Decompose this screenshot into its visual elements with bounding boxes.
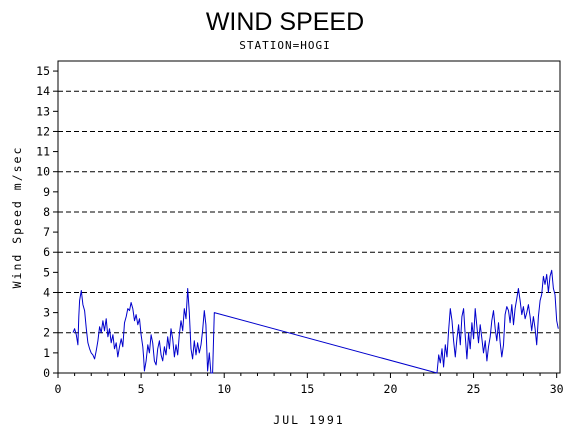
x-tick-label-25: 25 (467, 382, 481, 396)
y-tick-label-7: 7 (43, 225, 50, 239)
x-tick-label-0: 0 (55, 382, 62, 396)
chart-title: WIND SPEED (206, 8, 364, 36)
y-tick-label-5: 5 (43, 265, 50, 279)
x-tick-label-30: 30 (550, 382, 564, 396)
y-tick-label-9: 9 (43, 185, 50, 199)
y-tick-label-6: 6 (43, 245, 50, 259)
x-tick-label-10: 10 (217, 382, 231, 396)
x-axis-label: JUL 1991 (273, 413, 344, 427)
y-tick-label-13: 13 (36, 104, 50, 118)
x-tick-label-15: 15 (300, 382, 314, 396)
x-axis: 0 5 10 15 20 25 30 (55, 373, 564, 396)
y-tick-label-4: 4 (43, 285, 50, 299)
y-tick-label-12: 12 (36, 124, 50, 138)
series-line-0 (72, 269, 559, 374)
y-tick-label-15: 15 (36, 64, 50, 78)
y-tick-label-11: 11 (36, 145, 50, 159)
y-tick-label-2: 2 (43, 326, 50, 340)
x-tick-label-20: 20 (384, 382, 398, 396)
y-tick-label-10: 10 (36, 165, 50, 179)
x-tick-label-5: 5 (138, 382, 145, 396)
y-tick-label-8: 8 (43, 205, 50, 219)
y-axis-label: Wind Speed m/sec (10, 146, 24, 289)
y-tick-label-0: 0 (43, 366, 50, 380)
y-tick-label-1: 1 (43, 346, 50, 360)
y-tick-label-14: 14 (36, 84, 50, 98)
grid-lines (58, 90, 560, 374)
series-layer (72, 269, 559, 374)
y-tick-label-3: 3 (43, 306, 50, 320)
chart-subtitle: STATION=HOGI (239, 39, 330, 52)
plot-frame (57, 60, 561, 374)
